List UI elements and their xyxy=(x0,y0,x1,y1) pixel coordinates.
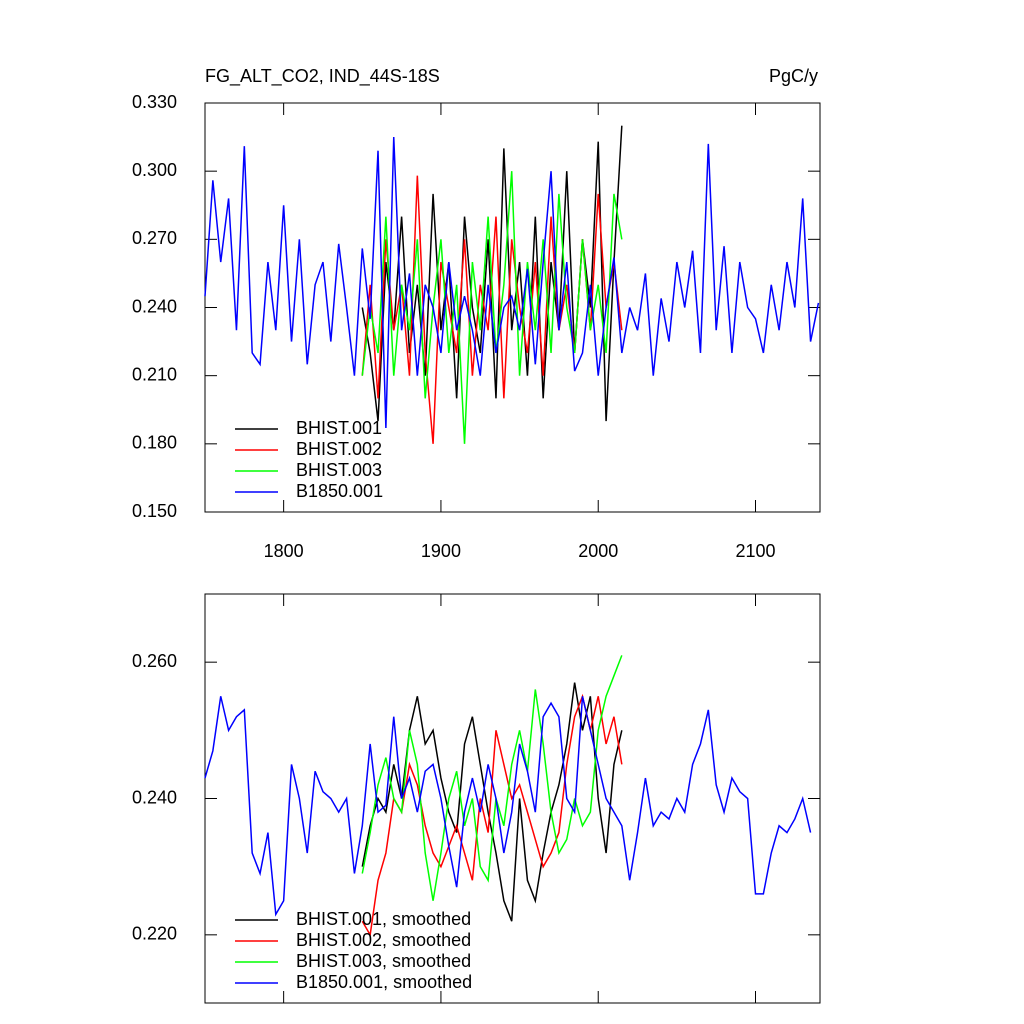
x-tick-label: 2000 xyxy=(578,541,618,561)
y-tick-label: 0.150 xyxy=(132,501,177,521)
legend-label: BHIST.002 xyxy=(296,439,382,459)
y-tick-label: 0.240 xyxy=(132,787,177,807)
chart-title: FG_ALT_CO2, IND_44S-18S xyxy=(205,66,440,87)
legend-label: BHIST.003, smoothed xyxy=(296,951,471,971)
data-line xyxy=(361,171,623,444)
data-line xyxy=(361,655,623,901)
data-line xyxy=(204,696,812,917)
y-tick-label: 0.220 xyxy=(132,924,177,944)
legend-label: BHIST.003 xyxy=(296,460,382,480)
data-line xyxy=(204,137,820,428)
y-tick-label: 0.330 xyxy=(132,92,177,112)
y-tick-label: 0.260 xyxy=(132,651,177,671)
y-tick-label: 0.180 xyxy=(132,433,177,453)
x-tick-label: 1800 xyxy=(264,541,304,561)
y-tick-label: 0.270 xyxy=(132,228,177,248)
legend-label: B1850.001 xyxy=(296,481,383,501)
x-tick-label: 1900 xyxy=(421,541,461,561)
x-tick-label: 2100 xyxy=(735,541,775,561)
y-tick-label: 0.210 xyxy=(132,364,177,384)
legend-label: BHIST.001 xyxy=(296,418,382,438)
y-tick-label: 0.300 xyxy=(132,160,177,180)
legend-label: BHIST.001, smoothed xyxy=(296,909,471,929)
y-tick-label: 0.240 xyxy=(132,296,177,316)
units-label: PgC/y xyxy=(769,66,818,86)
legend-label: BHIST.002, smoothed xyxy=(296,930,471,950)
legend-label: B1850.001, smoothed xyxy=(296,972,472,992)
